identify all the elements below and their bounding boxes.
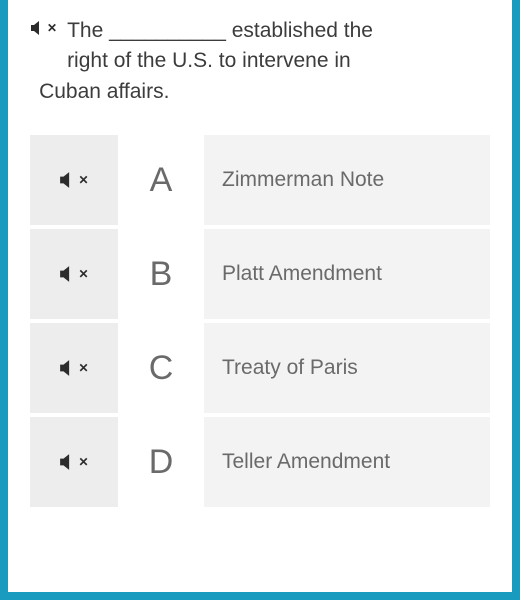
- answer-audio-cell: ✕: [30, 417, 118, 507]
- quiz-card: ✕ The __________ established the right o…: [0, 0, 520, 600]
- mute-x: ✕: [78, 268, 88, 280]
- answer-text: Teller Amendment: [204, 417, 490, 507]
- answer-option[interactable]: ✕ D Teller Amendment: [30, 417, 490, 507]
- speaker-muted-icon[interactable]: ✕: [59, 359, 88, 377]
- speaker-muted-icon[interactable]: ✕: [30, 20, 57, 36]
- answer-text: Platt Amendment: [204, 229, 490, 319]
- speaker-muted-icon[interactable]: ✕: [59, 265, 88, 283]
- answer-text: Zimmerman Note: [204, 135, 490, 225]
- answer-option[interactable]: ✕ A Zimmerman Note: [30, 135, 490, 225]
- answer-list: ✕ A Zimmerman Note ✕ B Platt Amendment: [30, 135, 490, 507]
- question-block: ✕ The __________ established the right o…: [30, 16, 490, 107]
- question-line3: Cuban affairs.: [39, 80, 169, 103]
- answer-text: Treaty of Paris: [204, 323, 490, 413]
- answer-audio-cell: ✕: [30, 135, 118, 225]
- mute-x: ✕: [78, 362, 88, 374]
- speaker-muted-icon[interactable]: ✕: [59, 171, 88, 189]
- answer-letter: C: [122, 323, 200, 413]
- question-line2: right of the U.S. to intervene in: [67, 49, 351, 72]
- answer-option[interactable]: ✕ C Treaty of Paris: [30, 323, 490, 413]
- mute-x: ✕: [78, 174, 88, 186]
- answer-audio-cell: ✕: [30, 323, 118, 413]
- mute-x: ✕: [47, 22, 57, 34]
- question-text: The __________ established the right of …: [67, 16, 490, 107]
- question-line1: The __________ established the: [67, 19, 373, 42]
- answer-option[interactable]: ✕ B Platt Amendment: [30, 229, 490, 319]
- answer-audio-cell: ✕: [30, 229, 118, 319]
- answer-letter: D: [122, 417, 200, 507]
- mute-x: ✕: [78, 456, 88, 468]
- answer-letter: A: [122, 135, 200, 225]
- answer-letter: B: [122, 229, 200, 319]
- speaker-muted-icon[interactable]: ✕: [59, 453, 88, 471]
